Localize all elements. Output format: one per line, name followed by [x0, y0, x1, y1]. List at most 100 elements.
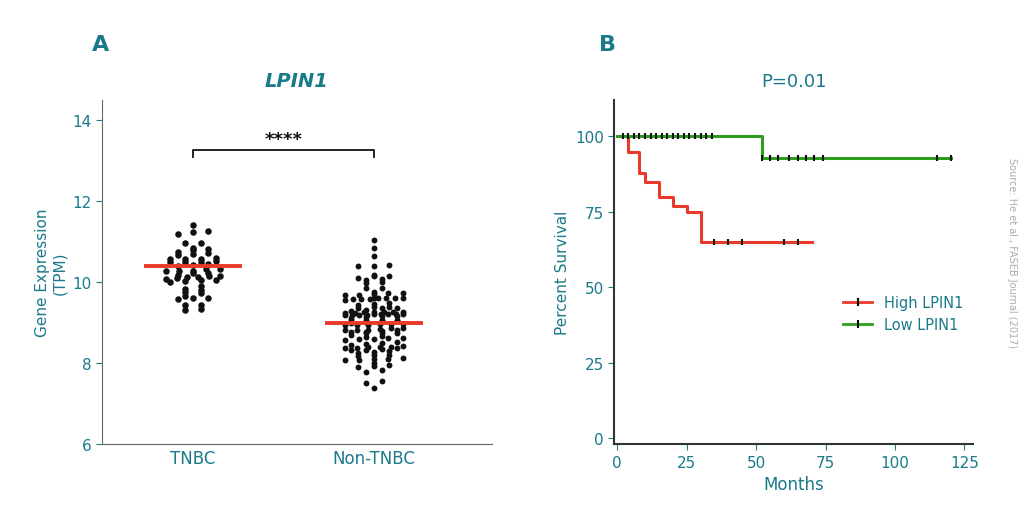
Point	[366, 290, 382, 298]
Point	[381, 347, 397, 355]
Point	[389, 317, 406, 325]
Point	[366, 294, 382, 302]
Point	[358, 311, 375, 319]
Point	[343, 331, 359, 339]
Point	[358, 280, 375, 288]
Point	[370, 294, 386, 302]
Point	[394, 342, 411, 350]
Point	[374, 366, 390, 374]
Point	[394, 324, 411, 332]
Point	[374, 305, 390, 313]
Point	[394, 355, 411, 363]
Point	[381, 351, 397, 360]
Point	[394, 294, 411, 302]
Point	[343, 341, 359, 349]
Point	[351, 335, 368, 343]
Point	[366, 384, 382, 392]
Point	[359, 321, 376, 329]
Point	[337, 312, 353, 320]
Point	[350, 305, 367, 313]
Point	[366, 237, 382, 245]
Legend: High LPIN1, Low LPIN1: High LPIN1, Low LPIN1	[838, 289, 969, 338]
Point	[177, 292, 194, 300]
Point	[380, 334, 396, 342]
Point	[353, 295, 370, 304]
Point	[350, 364, 367, 372]
Point	[200, 294, 216, 302]
Point	[358, 316, 375, 324]
Point	[373, 310, 389, 318]
Point	[374, 275, 390, 283]
Point	[389, 329, 406, 337]
Point	[394, 308, 411, 316]
Point	[171, 268, 187, 276]
Point	[374, 312, 390, 320]
Point	[358, 319, 375, 327]
Point	[366, 304, 382, 312]
Point	[351, 357, 368, 365]
Point	[169, 251, 185, 260]
Point	[162, 279, 178, 287]
Point	[389, 316, 406, 324]
Point	[350, 301, 367, 310]
Point	[358, 277, 375, 285]
Point	[169, 271, 185, 279]
Point	[184, 269, 201, 277]
Point	[358, 328, 375, 336]
Point	[372, 343, 388, 351]
Point	[337, 291, 353, 299]
Point	[184, 250, 201, 259]
Point	[343, 307, 359, 315]
Point	[372, 320, 388, 328]
Point	[179, 273, 196, 281]
Point	[343, 314, 359, 322]
Point	[337, 296, 353, 305]
Point	[383, 343, 399, 351]
Point	[387, 310, 403, 318]
Point	[348, 344, 365, 352]
Point	[359, 344, 376, 352]
Point	[193, 283, 209, 291]
Point	[389, 339, 406, 347]
Text: ****: ****	[264, 130, 302, 148]
Point	[374, 377, 390, 385]
Point	[381, 272, 397, 280]
Point	[385, 308, 401, 316]
Point	[366, 253, 382, 261]
Point	[200, 260, 216, 268]
Point	[208, 276, 224, 284]
Point	[212, 273, 228, 281]
Point	[389, 327, 406, 335]
Point	[162, 259, 178, 267]
Point	[169, 295, 185, 304]
Point	[366, 289, 382, 297]
Point	[374, 340, 390, 348]
Point	[158, 275, 174, 283]
Point	[162, 256, 178, 264]
Point	[358, 368, 375, 376]
Point	[356, 309, 373, 317]
Point	[177, 285, 194, 293]
Point	[184, 246, 201, 255]
Point	[177, 258, 194, 266]
Point	[169, 230, 185, 238]
Point	[380, 355, 396, 363]
Point	[200, 269, 216, 277]
Text: A: A	[92, 35, 110, 56]
Point	[394, 334, 411, 342]
Point	[193, 255, 209, 263]
Point	[345, 295, 361, 304]
Point	[184, 261, 201, 269]
Point	[193, 290, 209, 298]
Point	[184, 244, 201, 252]
Point	[361, 295, 378, 304]
Point	[374, 329, 390, 337]
Point	[184, 268, 201, 276]
Point	[212, 265, 228, 273]
Point	[168, 275, 184, 283]
Point	[177, 302, 194, 310]
Point	[358, 334, 375, 342]
Point	[366, 362, 382, 370]
Point	[374, 317, 390, 325]
Point	[193, 305, 209, 313]
